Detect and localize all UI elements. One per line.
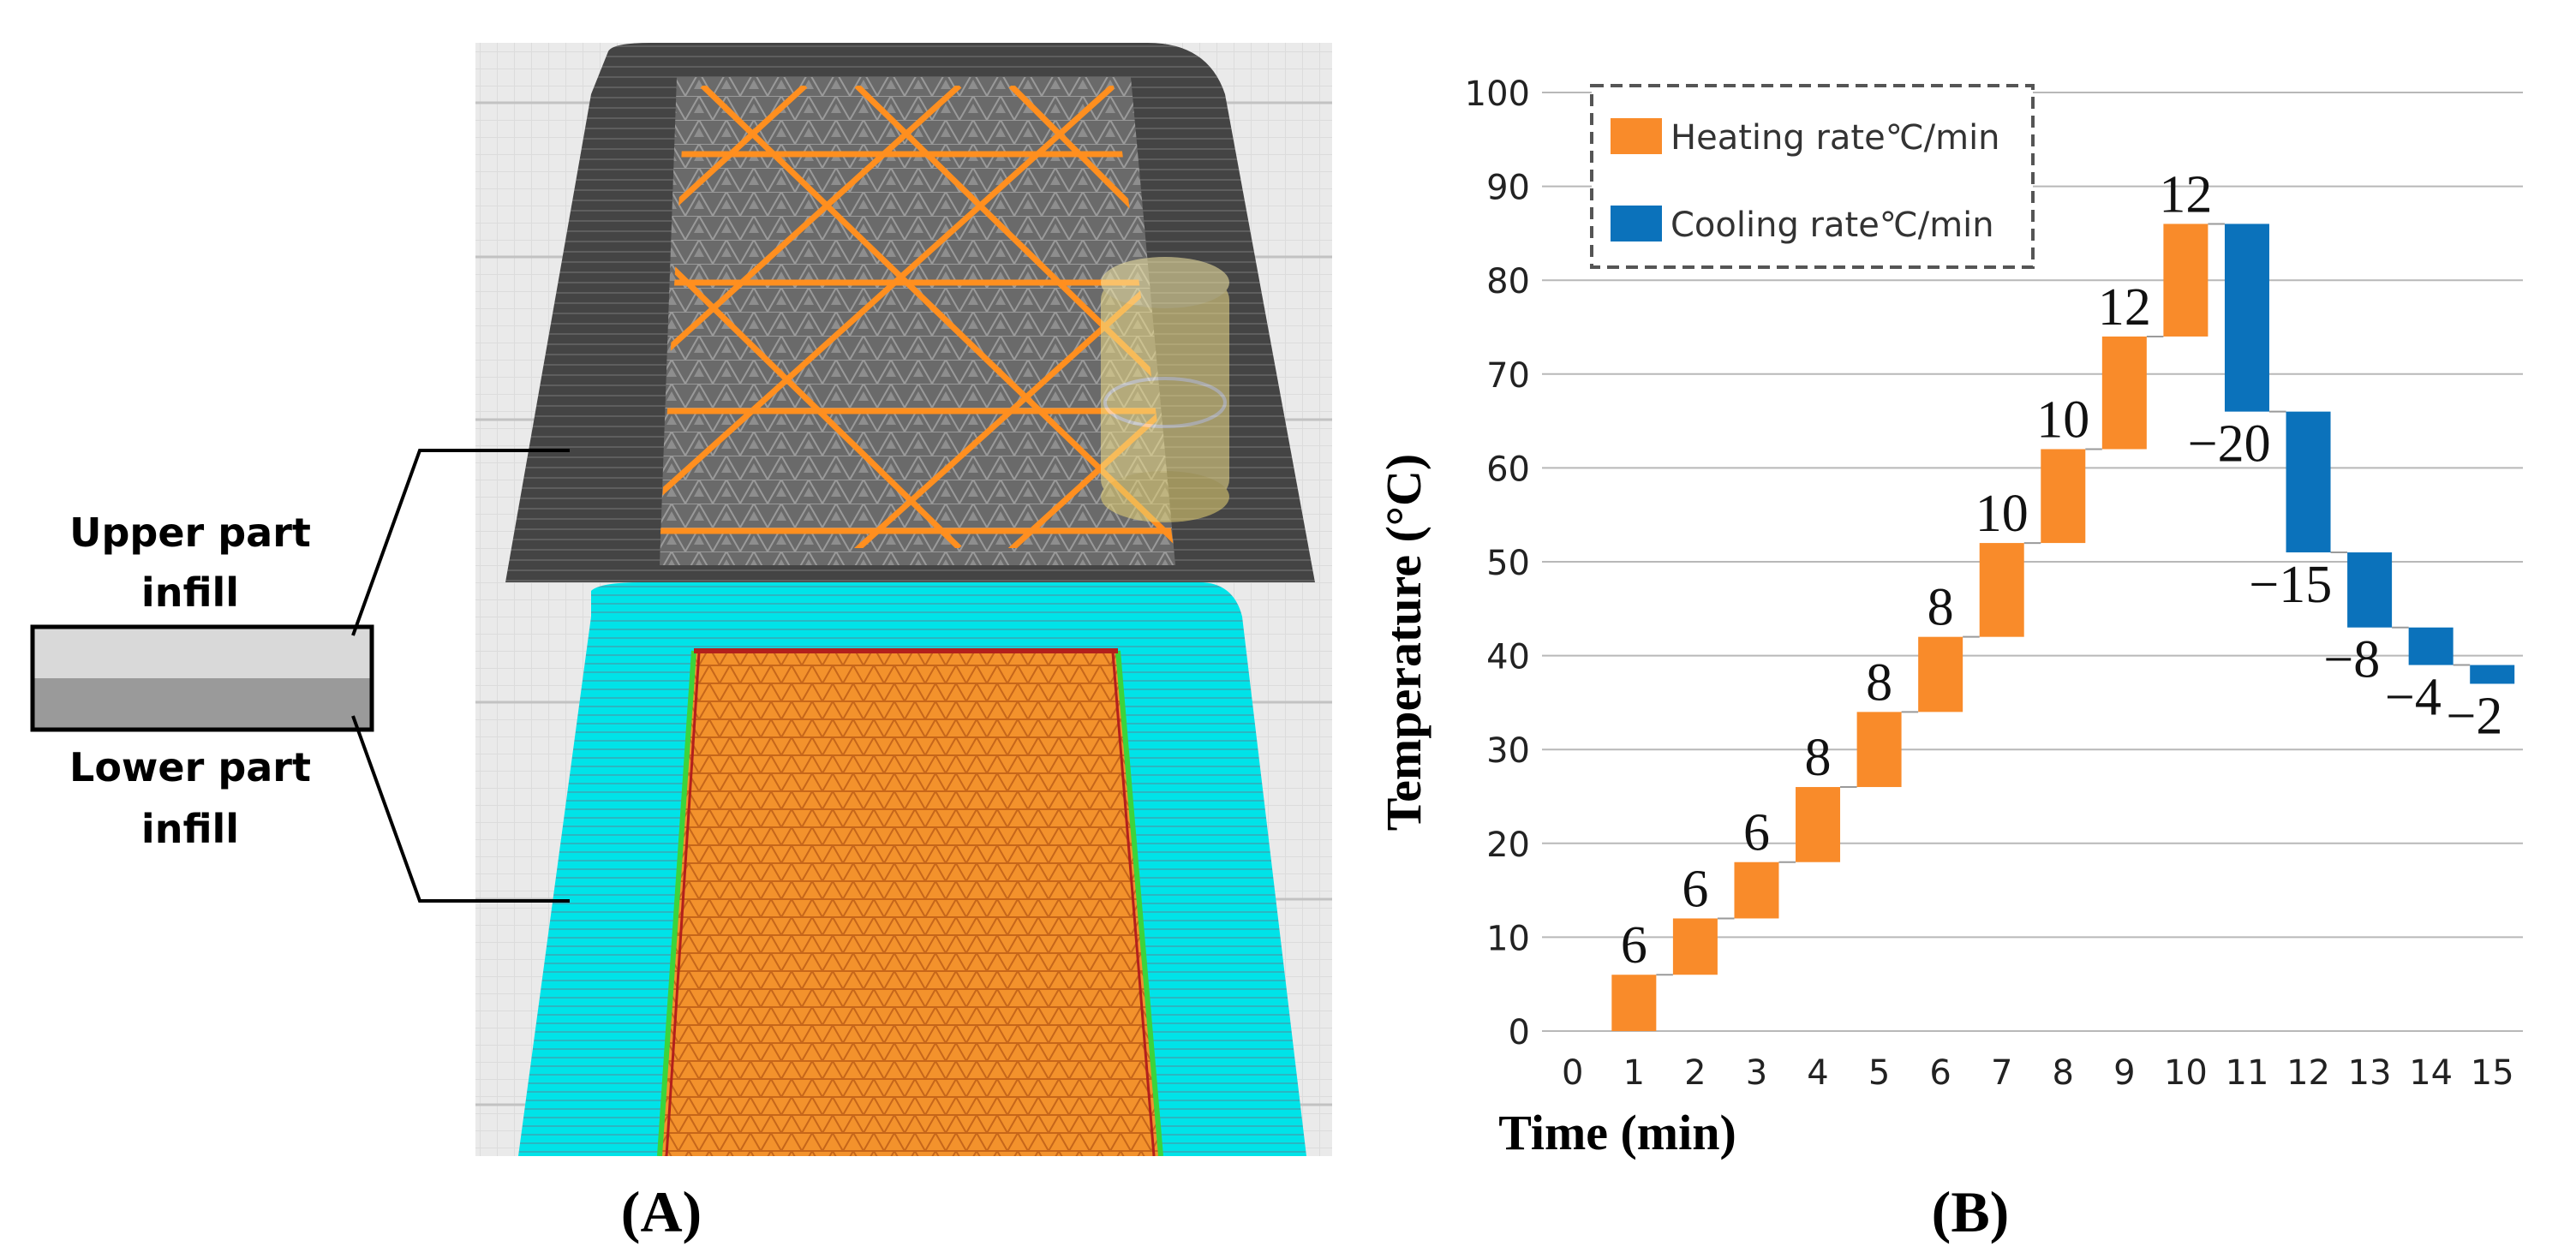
bar-connectors — [1656, 223, 2471, 976]
upper-part-infill — [660, 77, 1175, 565]
x-tick-label-7: 7 — [1991, 1053, 2012, 1093]
y-tick-label-50: 50 — [1486, 544, 1530, 583]
chart-bars — [1611, 224, 2515, 1031]
x-tick-label-9: 9 — [2113, 1053, 2135, 1093]
legend-swatch-heating — [1611, 118, 1662, 154]
bar-min-15 — [2470, 665, 2515, 684]
bar-min-9 — [2101, 336, 2147, 450]
data-label-min-13: −8 — [2323, 631, 2380, 689]
bar-min-4 — [1796, 787, 1841, 862]
y-tick-label-80: 80 — [1486, 262, 1530, 301]
data-label-min-14: −4 — [2385, 669, 2442, 727]
bar-min-12 — [2286, 411, 2331, 553]
data-label-min-12: −15 — [2249, 556, 2332, 614]
legend-swatch-cooling — [1611, 206, 1662, 241]
x-tick-label-8: 8 — [2053, 1053, 2074, 1093]
bar-min-10 — [2163, 224, 2208, 337]
x-tick-label-12: 12 — [2286, 1053, 2330, 1093]
data-label-min-8: 10 — [2036, 391, 2089, 449]
x-tick-label-4: 4 — [1807, 1053, 1828, 1093]
data-label-min-10: 12 — [2159, 165, 2212, 224]
panel-b-label: (B) — [1932, 1179, 2010, 1244]
data-label-min-6: 8 — [1928, 579, 1954, 637]
y-tick-label-60: 60 — [1486, 450, 1530, 489]
y-tick-label-10: 10 — [1486, 919, 1530, 958]
data-label-min-11: −20 — [2188, 415, 2271, 474]
upper-part-label-line1: Upper part — [69, 510, 311, 556]
y-axis-title: Temperature (°C) — [1376, 454, 1431, 831]
lower-part-label-line1: Lower part — [69, 744, 311, 790]
x-tick-label-10: 10 — [2164, 1053, 2208, 1093]
layer-block-diagram — [30, 449, 570, 903]
legend-label-cooling: Cooling rate℃/min — [1671, 206, 1994, 245]
bar-min-13 — [2347, 552, 2393, 628]
data-label-min-5: 8 — [1866, 653, 1892, 712]
bar-min-8 — [2041, 449, 2086, 544]
lower-connector-line — [351, 715, 570, 903]
x-tick-labels: 0 1 2 3 4 5 6 7 8 9 10 11 12 13 14 15 — [1562, 1053, 2514, 1093]
bar-min-7 — [1979, 543, 2024, 637]
lower-part-label-line2: infill — [141, 806, 239, 852]
y-tick-label-100: 100 — [1465, 75, 1530, 114]
lower-part-infill — [660, 651, 1161, 1156]
panel-a-label: (A) — [621, 1179, 702, 1244]
bar-min-11 — [2224, 224, 2269, 412]
panel-a-infill-render — [475, 43, 1332, 1156]
x-tick-label-0: 0 — [1562, 1053, 1583, 1093]
x-tick-label-14: 14 — [2409, 1053, 2453, 1093]
y-tick-label-20: 20 — [1486, 826, 1530, 865]
x-tick-label-15: 15 — [2471, 1053, 2514, 1093]
data-label-min-1: 6 — [1621, 916, 1647, 975]
y-tick-label-0: 0 — [1509, 1013, 1530, 1052]
bar-min-14 — [2408, 627, 2453, 665]
x-tick-label-6: 6 — [1929, 1053, 1951, 1093]
x-axis-title: Time (min) — [1498, 1105, 1736, 1160]
data-label-min-15: −2 — [2446, 687, 2502, 745]
translucent-cylinder — [1101, 257, 1229, 522]
y-tick-label-40: 40 — [1486, 638, 1530, 677]
y-tick-label-30: 30 — [1486, 731, 1530, 771]
y-tick-label-90: 90 — [1486, 169, 1530, 208]
y-tick-label-70: 70 — [1486, 356, 1530, 396]
x-tick-label-1: 1 — [1623, 1053, 1645, 1093]
x-tick-label-2: 2 — [1684, 1053, 1706, 1093]
y-tick-labels: 0 10 20 30 40 50 60 70 80 90 100 — [1465, 75, 1530, 1052]
upper-part-label-line2: infill — [141, 569, 239, 616]
data-label-min-3: 6 — [1743, 804, 1770, 862]
bar-min-1 — [1611, 975, 1657, 1031]
bar-min-5 — [1856, 712, 1902, 788]
data-label-min-7: 10 — [1975, 485, 2029, 543]
lower-layer-block — [33, 678, 372, 730]
data-label-min-4: 8 — [1805, 729, 1832, 787]
legend-label-heating: Heating rate℃/min — [1671, 118, 2000, 158]
chart-legend: Heating rate℃/min Cooling rate℃/min — [1590, 84, 2035, 269]
data-label-min-2: 6 — [1682, 860, 1708, 918]
x-tick-label-13: 13 — [2348, 1053, 2392, 1093]
data-label-min-9: 12 — [2098, 278, 2151, 337]
x-tick-label-5: 5 — [1868, 1053, 1890, 1093]
bar-min-6 — [1918, 636, 1963, 712]
x-tick-label-3: 3 — [1746, 1053, 1767, 1093]
x-tick-label-11: 11 — [2226, 1053, 2269, 1093]
bar-min-2 — [1672, 918, 1718, 975]
upper-connector-line — [351, 449, 570, 636]
bar-min-3 — [1734, 862, 1779, 919]
upper-layer-block — [33, 627, 372, 678]
